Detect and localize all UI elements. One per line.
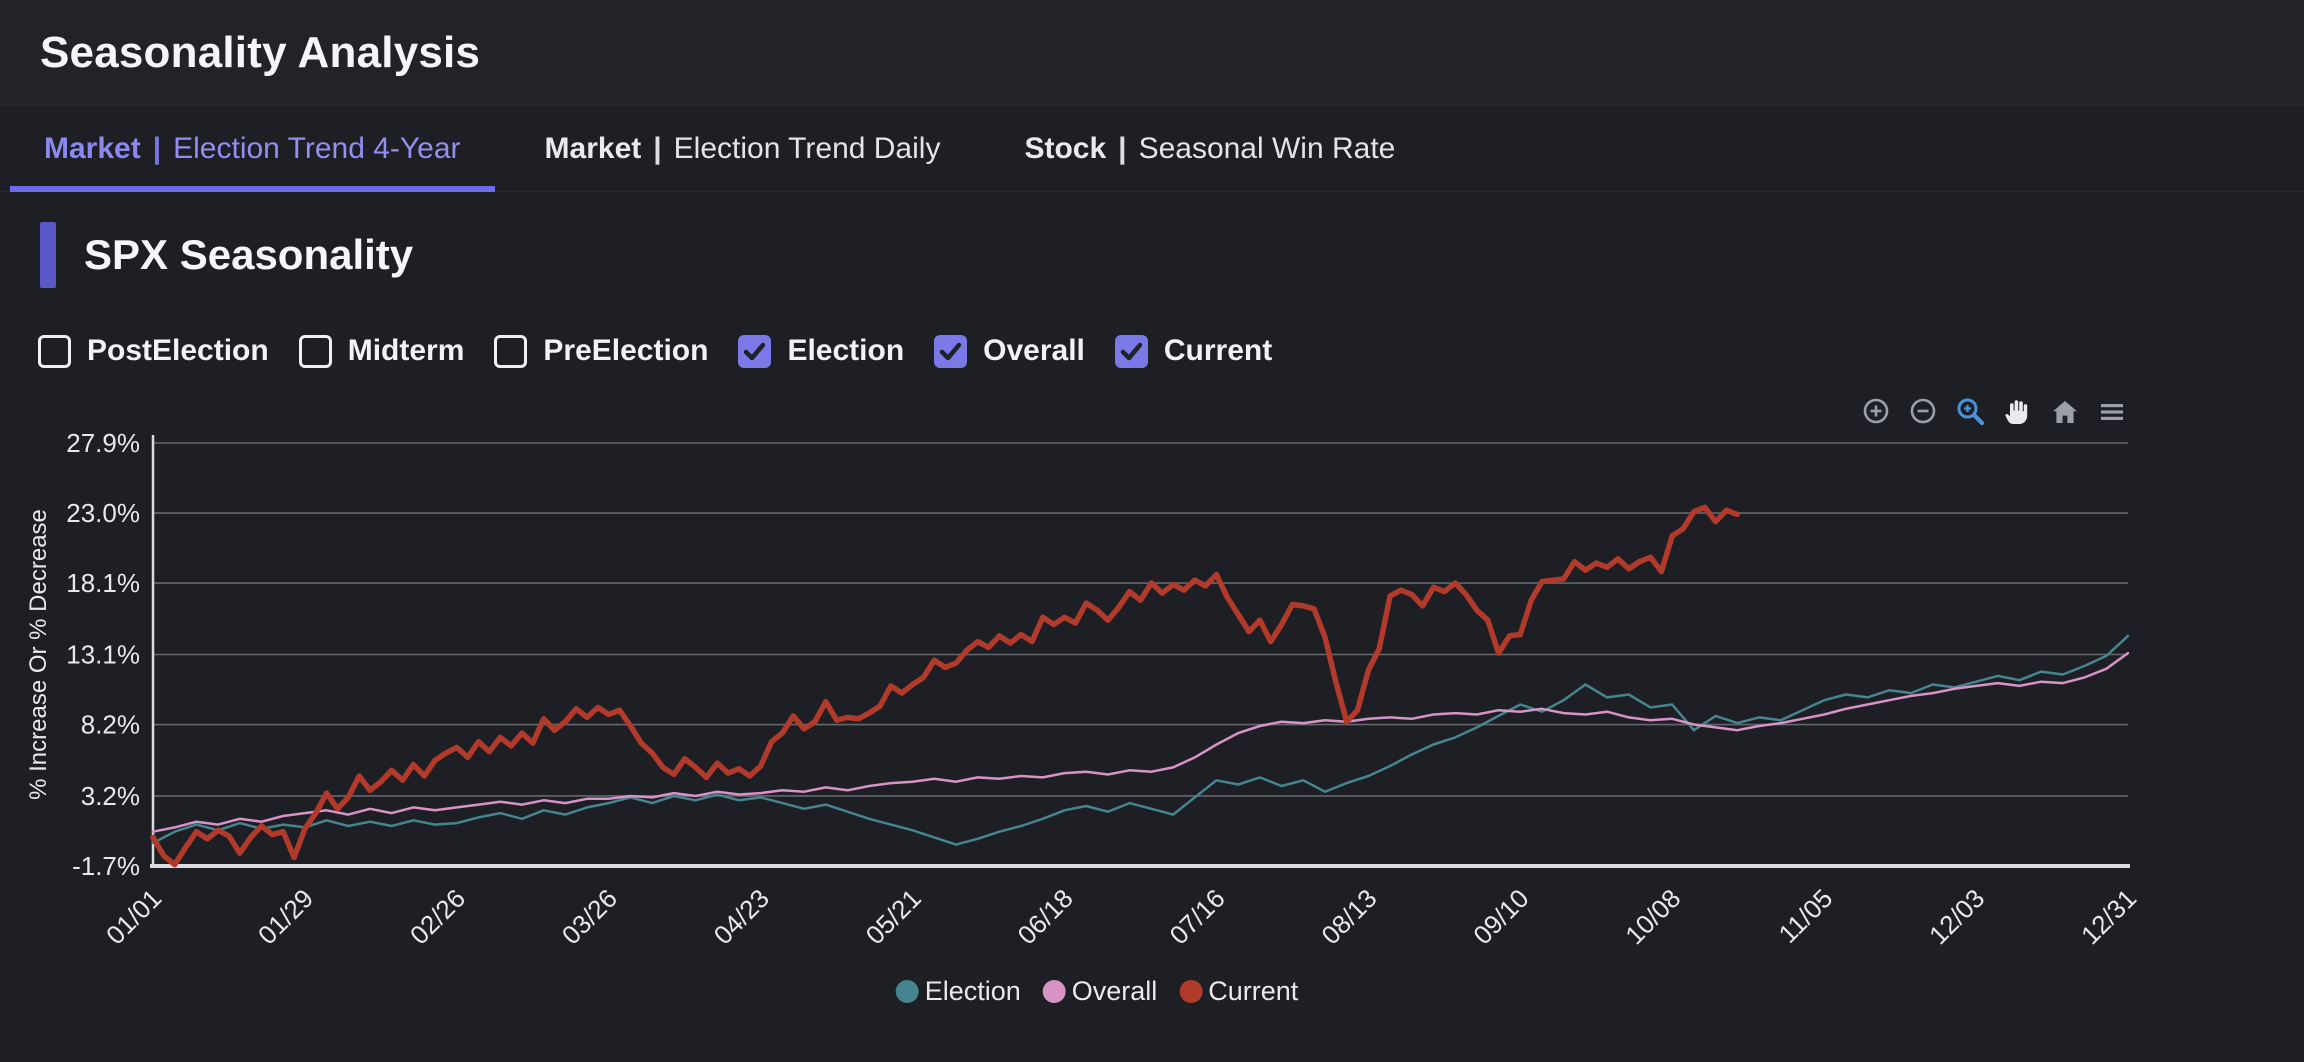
chart-legend: Election Overall Current [885,976,1310,1007]
series-filter-row: PostElection Midterm PreElection Electio… [38,334,1302,368]
checkbox-postelection[interactable]: PostElection [38,334,269,368]
tab-label: Election Trend Daily [673,132,941,165]
checkbox-box[interactable] [38,334,71,368]
tab-label: Election Trend 4-Year [173,132,461,165]
x-tick-label: 12/03 [1923,883,1990,950]
overall-marker-icon [1042,980,1066,1003]
seasonality-chart[interactable]: -1.7% 3.2% 8.2% 13.1% 18.1% 23.0% 27.9% 01/01 01… [0,392,2304,972]
check-icon [1120,342,1143,360]
pan-hand-icon[interactable] [2002,396,2034,428]
x-tick-label: 06/18 [1012,883,1079,950]
legend-item-election[interactable]: Election [895,976,1021,1007]
y-tick-label: 23.0% [66,498,140,528]
x-tick-label: 07/16 [1163,883,1230,950]
x-tick-label: 01/01 [100,883,167,950]
y-tick-label: 27.9% [66,428,140,458]
x-tick-label: 08/13 [1315,883,1382,950]
tab-prefix: Stock [1024,132,1107,165]
check-icon [939,342,962,360]
tab-stock-seasonal-win-rate[interactable]: Stock | Seasonal Win Rate [990,107,1429,191]
checkbox-box[interactable] [738,334,772,368]
checkbox-election[interactable]: Election [738,334,904,368]
y-tick-label: -1.7% [72,851,140,881]
legend-label: Overall [1071,976,1158,1006]
checkbox-box[interactable] [494,334,528,368]
tab-bar: Market | Election Trend 4-Year Market | … [0,107,2304,192]
legend-item-current[interactable]: Current [1179,976,1298,1007]
series-line-election [151,634,2130,846]
zoom-in-icon[interactable] [1861,396,1893,428]
x-tick-label: 04/23 [708,883,775,950]
y-tick-label: 8.2% [81,710,140,740]
current-marker-icon [1179,980,1203,1003]
series-line-current [150,504,1741,868]
checkbox-overall[interactable]: Overall [934,334,1085,368]
tab-prefix: Market [44,132,141,165]
app-header: Seasonality Analysis [0,0,2304,106]
tab-label: Seasonal Win Rate [1138,132,1396,165]
x-tick-label: 03/26 [556,883,623,950]
x-tick-label: 11/05 [1773,883,1839,949]
y-tick-label: 3.2% [81,781,140,811]
checkbox-label: PostElection [87,334,269,367]
page-title: Seasonality Analysis [40,27,481,77]
checkbox-label: PreElection [543,334,709,367]
tab-divider: | [1118,132,1127,165]
y-axis-title: % Increase Or % Decrease [25,509,52,800]
checkbox-label: Current [1163,334,1273,367]
tab-prefix: Market [544,132,642,165]
checkbox-box[interactable] [1114,334,1148,368]
legend-label: Current [1208,976,1299,1006]
series-line-overall [151,651,2130,833]
check-icon [744,342,766,360]
x-tick-label: 12/31 [2075,883,2142,950]
checkbox-label: Overall [983,334,1085,367]
tab-market-election-trend-4-year[interactable]: Market | Election Trend 4-Year [10,107,495,192]
x-tick-label: 10/08 [1619,883,1686,950]
section-header: SPX Seasonality [40,222,413,288]
zoom-select-icon[interactable] [1955,396,1987,428]
checkbox-current[interactable]: Current [1114,334,1273,368]
checkbox-label: Election [787,334,905,367]
zoom-out-icon[interactable] [1908,396,1940,428]
tab-divider: | [653,132,662,165]
y-tick-label: 18.1% [66,568,140,598]
x-tick-label: 01/29 [252,883,319,950]
legend-label: Election [924,976,1021,1006]
x-tick-label: 09/10 [1467,883,1534,950]
section-title: SPX Seasonality [84,231,414,278]
tab-market-election-trend-daily[interactable]: Market | Election Trend Daily [511,107,975,191]
menu-icon[interactable] [2096,396,2128,428]
checkbox-preelection[interactable]: PreElection [494,334,708,368]
section-accent-bar [40,222,56,288]
y-tick-label: 13.1% [66,640,140,670]
x-tick-label: 05/21 [860,883,927,950]
checkbox-midterm[interactable]: Midterm [298,334,465,368]
checkbox-box[interactable] [934,334,968,368]
x-tick-label: 02/26 [404,883,471,950]
home-icon[interactable] [2049,396,2081,428]
legend-item-overall[interactable]: Overall [1042,976,1158,1007]
tab-divider: | [152,132,162,165]
chart-toolbar [1846,396,2128,428]
checkbox-box[interactable] [298,334,332,368]
election-marker-icon [895,980,919,1003]
checkbox-label: Midterm [347,334,465,367]
